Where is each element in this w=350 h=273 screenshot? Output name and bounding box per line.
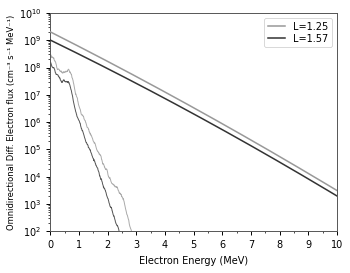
L=1.25 (245, 136, 249, 140)
L=1.25 (48, 30, 52, 34)
L=1.57 (164, 97, 168, 101)
L=1.57 (175, 103, 179, 106)
L=1.57 (245, 142, 249, 145)
L=1.57 (277, 160, 281, 164)
L=1.25 (175, 97, 179, 100)
L=1.57 (78, 53, 82, 56)
L=1.57 (335, 194, 339, 198)
L=1.25 (272, 152, 276, 155)
Legend: L=1.25, L=1.57: L=1.25, L=1.57 (264, 18, 332, 48)
X-axis label: Electron Energy (MeV): Electron Energy (MeV) (139, 256, 248, 266)
L=1.57 (272, 157, 276, 161)
Line: L=1.25: L=1.25 (50, 32, 337, 191)
L=1.57 (48, 38, 52, 42)
Line: L=1.57: L=1.57 (50, 40, 337, 196)
L=1.25 (335, 189, 339, 192)
L=1.25 (164, 91, 168, 94)
L=1.25 (277, 155, 281, 158)
Y-axis label: Omnidirectional Diff. Electron flux (cm⁻³ s⁻¹ MeV⁻¹): Omnidirectional Diff. Electron flux (cm⁻… (7, 14, 16, 230)
L=1.25 (78, 45, 82, 49)
